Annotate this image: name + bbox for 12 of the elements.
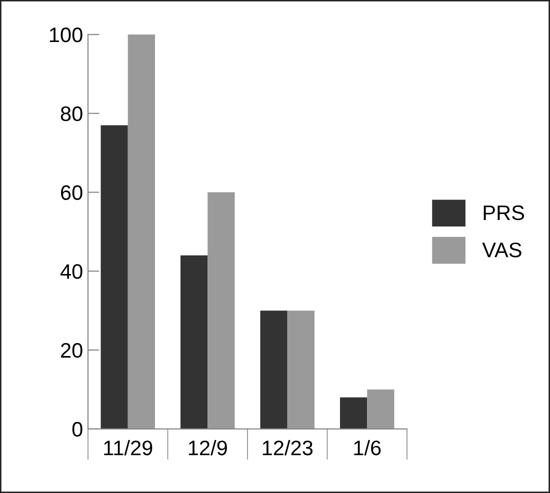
y-tick-label: 20 — [61, 343, 82, 358]
legend-label: VAS — [482, 242, 522, 258]
x-tick-label: 1/6 — [354, 440, 381, 456]
x-tick-label: 12/9 — [188, 440, 227, 456]
y-tick-label: 0 — [72, 422, 82, 437]
y-tick-label: 60 — [61, 185, 82, 200]
x-tick-label: 12/23 — [262, 440, 313, 456]
legend-label: PRS — [484, 205, 524, 220]
y-tick-label: 80 — [60, 106, 82, 122]
y-tick-label: 100 — [50, 28, 82, 42]
x-tick-label: 11/29 — [104, 440, 152, 456]
y-tick-label: 40 — [60, 264, 82, 279]
